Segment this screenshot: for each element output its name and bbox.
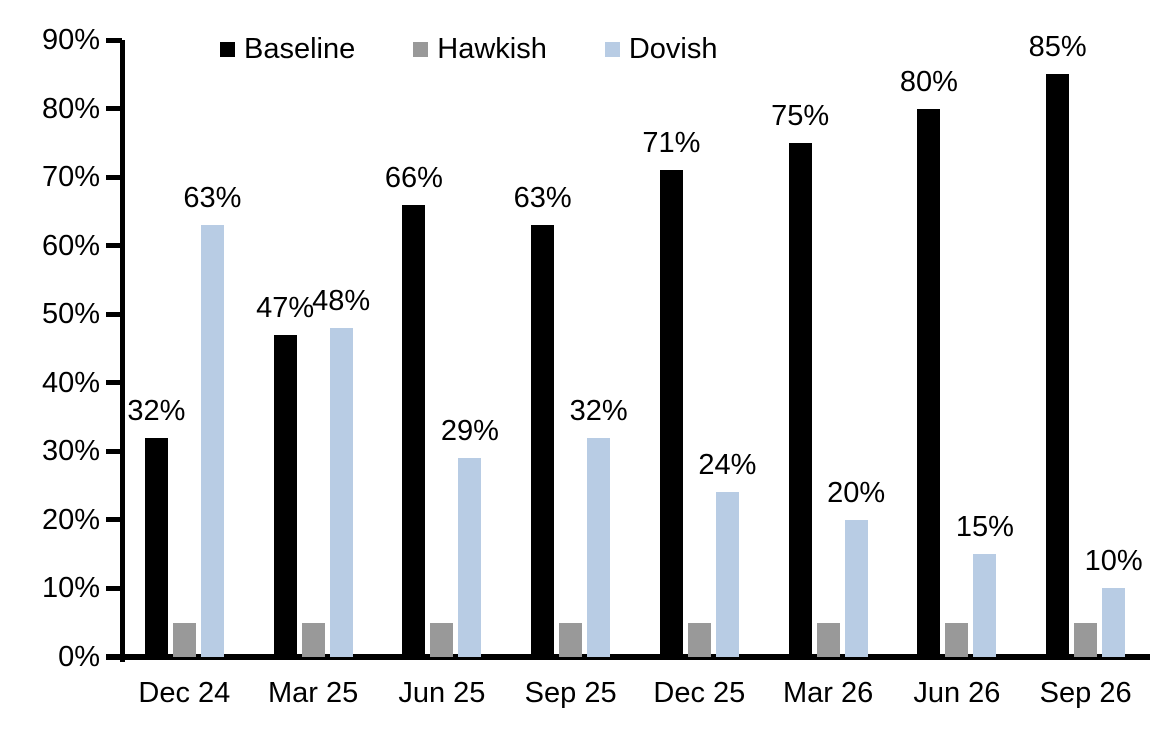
y-tick: [106, 243, 122, 249]
bar-dovish: [973, 554, 997, 657]
x-tick-label: Dec 24: [138, 677, 231, 709]
data-label: 66%: [384, 161, 443, 194]
y-tick: [106, 37, 122, 43]
bar-baseline: [531, 225, 555, 657]
y-tick-label: 10%: [41, 572, 100, 605]
legend-item-dovish: Dovish: [604, 33, 718, 66]
bar-hawkish: [1074, 622, 1098, 657]
bar-dovish: [329, 327, 353, 657]
y-tick-label: 80%: [41, 92, 100, 125]
data-label: 32%: [569, 394, 628, 427]
y-axis-line: [120, 40, 125, 662]
legend-label: Dovish: [628, 33, 718, 65]
bar-hawkish: [301, 622, 325, 657]
x-tick-label: Mar 26: [782, 677, 874, 709]
x-tick-label: Jun 25: [398, 677, 486, 709]
bar-dovish: [715, 492, 739, 657]
bar-baseline: [917, 108, 941, 657]
y-tick: [106, 654, 122, 660]
bar-dovish: [200, 225, 224, 657]
bar-dovish: [844, 519, 868, 657]
y-tick: [106, 585, 122, 591]
y-tick-label: 50%: [41, 298, 100, 331]
y-tick: [106, 380, 122, 386]
bar-baseline: [402, 204, 426, 657]
bar-hawkish: [816, 622, 840, 657]
x-tick-label: Mar 25: [267, 677, 359, 709]
data-label: 80%: [899, 65, 958, 98]
legend-item-baseline: Baseline: [220, 33, 355, 66]
legend-item-hawkish: Hawkish: [413, 33, 547, 66]
bar-hawkish: [687, 622, 711, 657]
legend-label: Baseline: [244, 33, 356, 65]
legend-swatch-hawkish-icon: [413, 42, 429, 57]
data-label: 20%: [827, 476, 886, 509]
y-tick-label: 0%: [58, 641, 100, 673]
data-label: 15%: [955, 511, 1014, 544]
y-tick-label: 60%: [41, 229, 100, 262]
data-label: 63%: [513, 182, 572, 215]
data-label: 32%: [127, 394, 186, 427]
data-label: 24%: [698, 449, 757, 482]
data-label: 63%: [183, 182, 242, 215]
legend-swatch-baseline-icon: [220, 42, 235, 57]
y-tick: [106, 517, 122, 523]
x-axis-line: [106, 654, 1150, 660]
bar-baseline: [144, 437, 168, 657]
y-tick: [106, 174, 122, 180]
bar-baseline: [788, 142, 812, 657]
bar-hawkish: [559, 622, 583, 657]
data-label: 48%: [312, 284, 371, 317]
data-label: 29%: [440, 415, 499, 448]
y-tick: [106, 448, 122, 454]
data-label: 85%: [1028, 31, 1087, 64]
x-tick-label: Jun 26: [913, 677, 1001, 709]
bar-dovish: [587, 437, 611, 657]
y-tick: [106, 311, 122, 317]
bar-baseline: [659, 170, 683, 657]
bar-baseline: [273, 334, 297, 657]
data-label: 47%: [256, 291, 315, 324]
y-tick-label: 30%: [41, 435, 100, 468]
x-tick-label: Sep 25: [524, 677, 617, 709]
chart-legend: Baseline Hawkish Dovish: [220, 33, 718, 66]
bar-hawkish: [172, 622, 196, 657]
y-tick-label: 40%: [41, 366, 100, 399]
y-tick: [106, 106, 122, 112]
y-tick-label: 90%: [41, 24, 100, 56]
legend-swatch-dovish-icon: [604, 42, 620, 57]
legend-label: Hawkish: [437, 33, 547, 65]
bar-dovish: [1102, 588, 1126, 657]
bar-hawkish: [430, 622, 454, 657]
bar-hawkish: [945, 622, 969, 657]
x-tick-label: Sep 26: [1039, 677, 1132, 709]
data-label: 71%: [642, 127, 701, 160]
data-label: 10%: [1084, 545, 1143, 578]
x-tick-label: Dec 25: [653, 677, 746, 709]
y-tick-label: 20%: [41, 503, 100, 536]
data-label: 75%: [771, 99, 830, 132]
bar-baseline: [1046, 74, 1070, 657]
bar-dovish: [458, 458, 482, 657]
y-tick-label: 70%: [41, 161, 100, 194]
